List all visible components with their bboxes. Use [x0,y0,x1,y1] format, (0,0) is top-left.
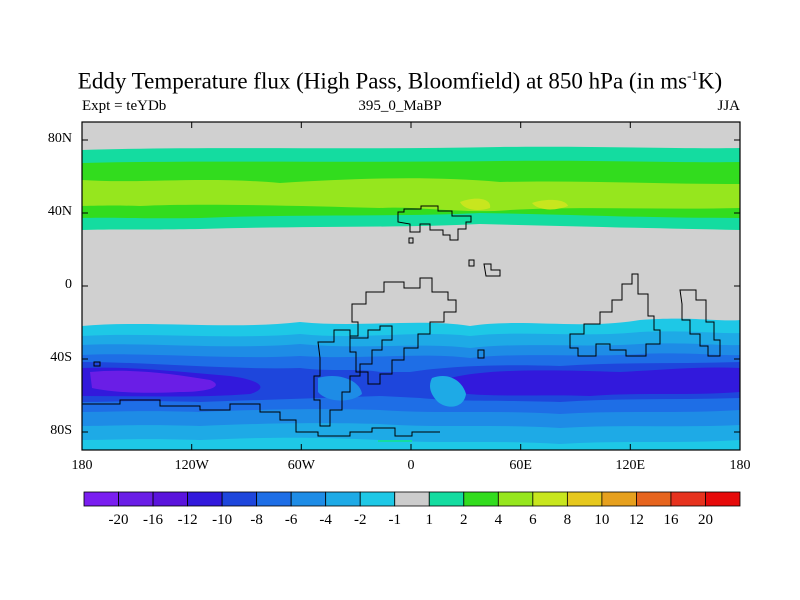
x-label-60e: 60E [509,458,532,473]
sh-purple-core [90,370,216,393]
colorbar-box [290,491,327,507]
map-frame [81,121,741,451]
title-tail: K) [697,68,723,94]
colorbar-box [152,491,188,507]
x-tick-marks [191,122,631,450]
y-label-80s: 80S [50,423,72,438]
colorbar-box [497,491,534,507]
colorbar-box [83,491,119,507]
colorbar-label: 20 [697,512,713,528]
sh-navy-patch-east [450,367,740,396]
x-label-120e: 120E [615,458,646,473]
colorbar-box [428,491,465,507]
colorbar [83,491,741,507]
colorbar-label: -16 [143,512,164,528]
coastline-europe [397,205,472,241]
colorbar-box [566,491,603,507]
coastline-antarctica [82,399,440,437]
colorbar-box [636,491,672,507]
coastline-island-a [408,237,414,244]
colorbar-box [359,491,396,507]
period-label: 395_0_MaBP [358,98,442,114]
colorbar-label: 6 [529,512,537,528]
colorbar-box [118,491,154,507]
colorbar-label: 1 [425,512,434,528]
colorbar-label: -20 [108,512,129,528]
sh-lightblue-gap [430,375,466,407]
x-label-0: 0 [407,458,415,473]
colorbar-label: 16 [663,512,679,528]
colorbar-label: -12 [177,512,198,528]
colorbar-box [705,491,741,507]
colorbar-box [394,491,430,507]
colorbar-box [532,491,568,507]
contour-fields [82,122,740,450]
title-superscript: -1 [687,68,698,83]
colorbar-box [463,491,499,507]
coastline-australia [569,273,661,357]
colorbar-box [187,491,223,507]
plot-title: Eddy Temperature flux (High Pass, Bloomf… [0,68,800,95]
colorbar-label: -6 [284,512,298,528]
colorbar-box [601,491,637,507]
colorbar-label: 8 [563,512,572,528]
colorbar-box [221,491,258,507]
nh-yellow-patch-2 [532,199,568,210]
y-label-eq: 0 [65,277,72,292]
coastline-island-c [483,263,501,277]
title-text: Eddy Temperature flux (High Pass, Bloomf… [77,68,688,94]
coastline-pacific-island [93,361,101,367]
colorbar-label: -8 [250,512,263,528]
colorbar-label: -2 [353,512,367,528]
y-label-40n: 40N [47,204,72,219]
y-tick-marks [82,139,740,433]
colorbar-label: 12 [628,512,644,528]
season-label: JJA [717,98,740,114]
sh-blue-gap [318,375,362,401]
colorbar-label: -4 [319,512,332,528]
coastline-new-zealand [679,289,721,357]
colorbar-label: -10 [212,512,233,528]
colorbar-box [670,491,706,507]
colorbar-box [325,491,361,507]
experiment-label: Expt = teYDb [82,98,167,114]
coastline-island-b [468,259,475,267]
colorbar-label: 10 [594,512,610,528]
coastline-south-america [313,325,393,427]
x-label-180e: 180 [729,458,751,473]
coastline-madagascar [477,349,485,359]
nh-lime-band [82,178,740,212]
colorbar-label: -1 [388,512,401,528]
y-label-80n: 80N [47,131,72,146]
nh-yellow-patch-1 [460,198,491,210]
x-label-120w: 120W [174,458,209,473]
coastlines [82,205,721,437]
colorbar-box [256,491,292,507]
colorbar-label: 4 [494,512,503,528]
x-label-180w: 180 [71,458,93,473]
colorbar-label: 2 [460,512,468,528]
y-label-40s: 40S [50,350,72,365]
x-label-60w: 60W [287,458,315,473]
